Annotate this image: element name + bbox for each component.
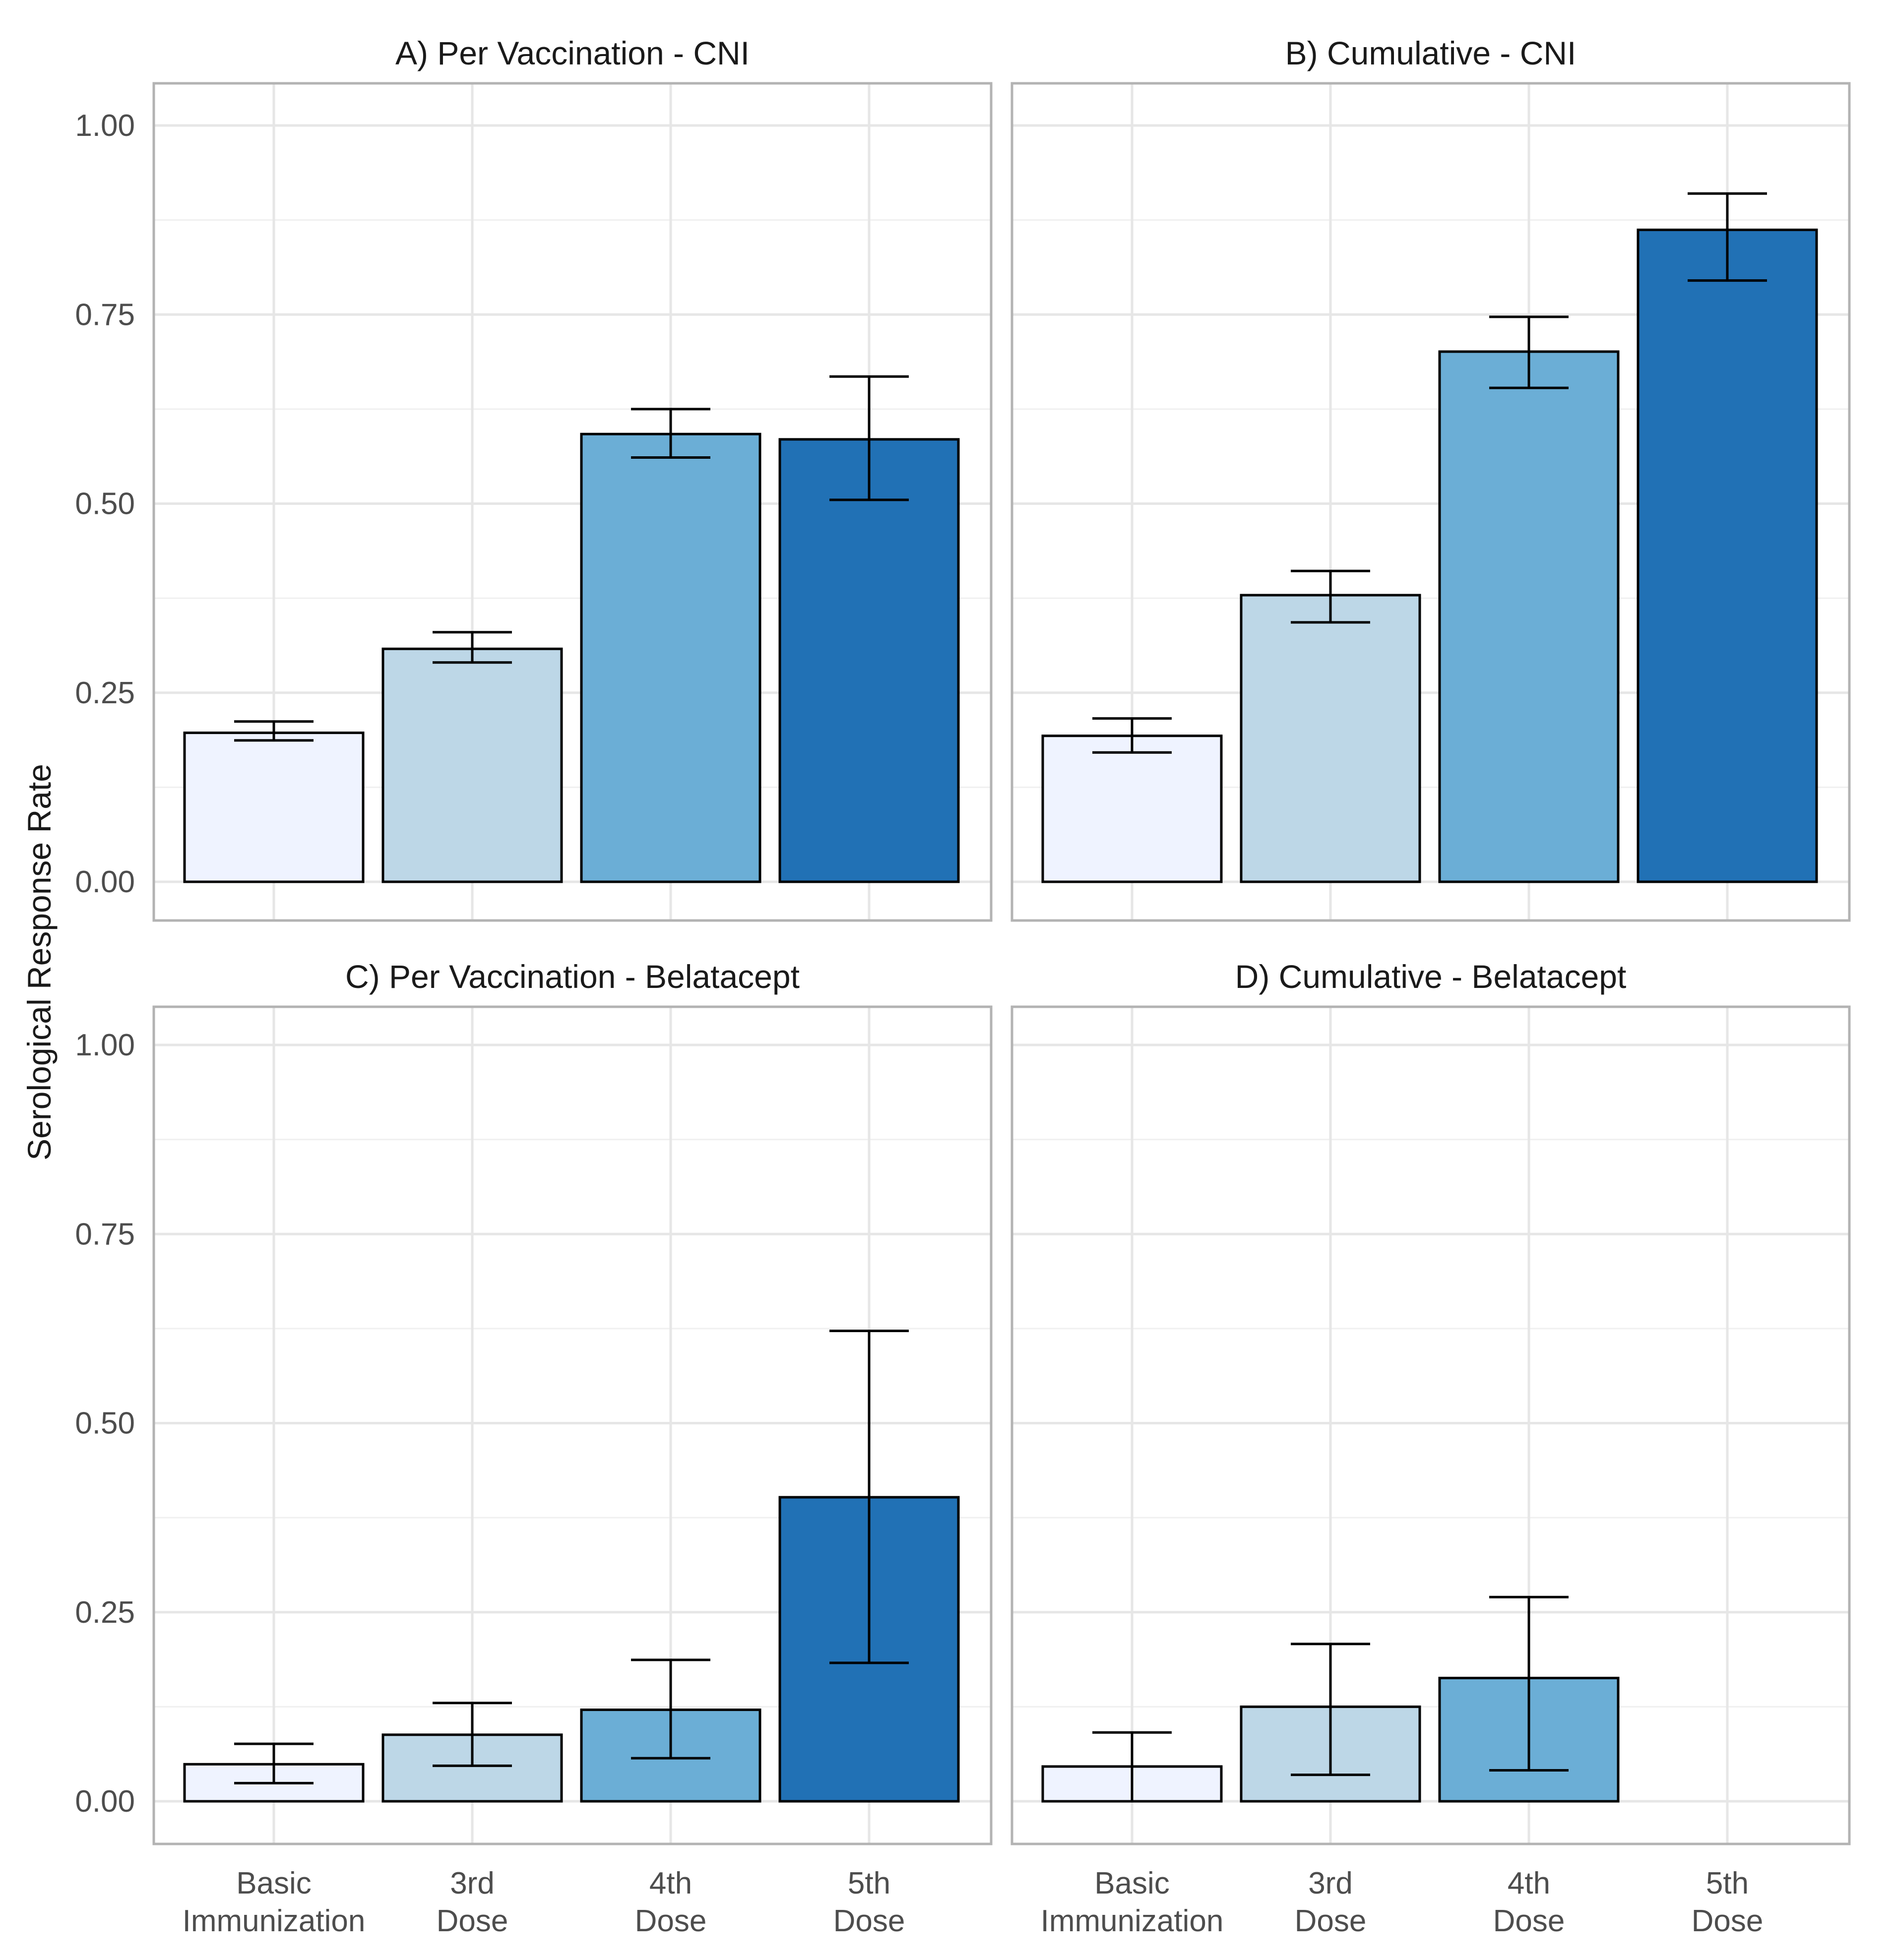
x-tick-label: Immunization — [183, 1904, 366, 1938]
y-tick-label: 0.25 — [75, 1595, 135, 1630]
x-tick-label: Dose — [437, 1904, 508, 1938]
y-tick-label: 1.00 — [75, 109, 135, 143]
x-tick-label: Dose — [1692, 1904, 1764, 1938]
panel-title: C) Per Vaccination - Belatacept — [345, 958, 800, 995]
panel-border — [1010, 82, 1851, 922]
bar — [183, 732, 365, 883]
y-tick-label: 0.50 — [75, 487, 135, 521]
x-tick-label: Dose — [1493, 1904, 1565, 1938]
panel-a: A) Per Vaccination - CNI 0.00 0.25 0.50 0.75… — [75, 35, 993, 922]
bar — [1041, 735, 1223, 883]
bar — [580, 432, 761, 883]
panel-border — [1010, 1005, 1851, 1845]
y-tick-label: 0.75 — [75, 1217, 135, 1251]
panel-d: D) Cumulative - Belatacept Basic Immunizat… — [1010, 958, 1851, 1938]
x-tick-label: 3rd — [450, 1866, 495, 1900]
y-tick-label: 0.00 — [75, 865, 135, 899]
x-tick-label: Basic — [236, 1866, 312, 1900]
x-tick-label: 5th — [848, 1866, 890, 1900]
x-tick-label: Dose — [1295, 1904, 1367, 1938]
panel-border — [152, 1005, 993, 1845]
panel-b: B) Cumulative - CNI — [1010, 35, 1851, 922]
bar — [778, 438, 960, 883]
panel-title: B) Cumulative - CNI — [1285, 35, 1577, 71]
y-tick-label: 0.50 — [75, 1407, 135, 1441]
x-tick-label: 4th — [649, 1866, 692, 1900]
bar — [1438, 350, 1620, 883]
panel-border — [152, 82, 993, 922]
y-tick-label: 0.75 — [75, 298, 135, 332]
chart-panels: A) Per Vaccination - CNI 0.00 0.25 0.50 0.75… — [75, 35, 1851, 1938]
bar — [381, 647, 563, 883]
x-tick-label: 5th — [1706, 1866, 1749, 1900]
x-tick-label: Basic — [1094, 1866, 1170, 1900]
panel-title: A) Per Vaccination - CNI — [395, 35, 750, 71]
x-tick-label: Dose — [635, 1904, 707, 1938]
panel-title: D) Cumulative - Belatacept — [1235, 958, 1627, 995]
y-tick-label: 1.00 — [75, 1028, 135, 1062]
y-axis-title: Serological Response Rate — [21, 764, 58, 1161]
x-tick-label: Immunization — [1041, 1904, 1224, 1938]
panel-c: C) Per Vaccination - Belatacept 0.00 0.25 0… — [75, 958, 993, 1938]
x-tick-label: 4th — [1508, 1866, 1550, 1900]
y-tick-label: 0.00 — [75, 1784, 135, 1819]
x-tick-label: 3rd — [1308, 1866, 1353, 1900]
bar — [1240, 594, 1421, 883]
y-tick-label: 0.25 — [75, 676, 135, 710]
x-tick-label: Dose — [833, 1904, 905, 1938]
bar — [1637, 228, 1818, 883]
